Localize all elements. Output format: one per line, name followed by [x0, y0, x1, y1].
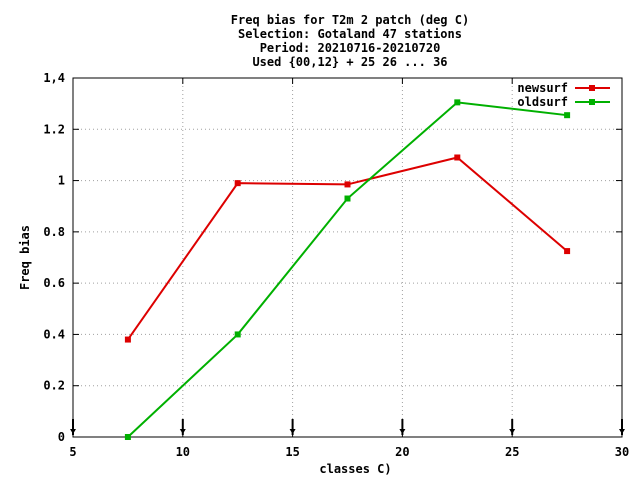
y-tick-label: 1	[58, 174, 65, 188]
title-line: Selection: Gotaland 47 stations	[238, 27, 462, 41]
y-tick-label: 0.6	[43, 276, 65, 290]
y-tick-label: 1.2	[43, 122, 65, 136]
legend-swatch-marker-newsurf	[589, 85, 595, 91]
data-point-newsurf	[234, 180, 241, 187]
data-point-newsurf	[344, 181, 351, 188]
title-line: Period: 20210716-20210720	[260, 41, 441, 55]
plot-frame	[72, 77, 623, 438]
y-tick-label: 0	[58, 430, 65, 444]
x-tick-label: 20	[395, 445, 409, 459]
data-point-oldsurf	[454, 99, 461, 106]
legend-label-oldsurf: oldsurf	[517, 95, 568, 109]
baseline-marker	[509, 419, 516, 435]
x-tick-label: 15	[285, 445, 299, 459]
legend-label-newsurf: newsurf	[517, 81, 568, 95]
data-point-newsurf	[564, 248, 571, 255]
data-point-oldsurf	[344, 195, 351, 202]
baseline-marker	[619, 419, 625, 435]
y-tick-label: 1,4	[43, 71, 65, 85]
legend-swatch-marker-oldsurf	[589, 99, 595, 105]
baseline-marker	[399, 419, 406, 435]
data-point-oldsurf	[234, 331, 241, 338]
title-line: Freq bias for T2m 2 patch (deg C)	[231, 13, 469, 27]
baseline-marker	[289, 419, 296, 435]
x-tick-label: 30	[615, 445, 629, 459]
grid	[73, 78, 622, 437]
data-point-oldsurf	[124, 434, 131, 440]
y-tick-label: 0.8	[43, 225, 65, 239]
data-point-oldsurf	[564, 112, 571, 119]
series-line-oldsurf	[127, 101, 568, 438]
x-tick-label: 10	[176, 445, 190, 459]
y-tick-label: 0.2	[43, 379, 65, 393]
data-point-newsurf	[454, 154, 461, 161]
axis-ticks: 0 0.2 0.4 0.6 0.8 1 1.2 1,4 5 10 15 20 25 30	[43, 71, 629, 459]
y-axis-label: Freq bias	[18, 225, 32, 290]
x-tick-label: 25	[505, 445, 519, 459]
x-axis-label: classes C)	[319, 462, 391, 476]
baseline-markers	[70, 419, 625, 435]
data-point-newsurf	[124, 336, 131, 343]
chart-title: Freq bias for T2m 2 patch (deg C)Selecti…	[231, 13, 469, 69]
series-lines	[124, 99, 571, 440]
baseline-marker	[70, 419, 76, 435]
y-tick-label: 0.4	[43, 327, 65, 341]
baseline-marker	[179, 419, 186, 435]
x-tick-label: 5	[69, 445, 76, 459]
title-line: Used {00,12} + 25 26 ... 36	[252, 55, 447, 69]
